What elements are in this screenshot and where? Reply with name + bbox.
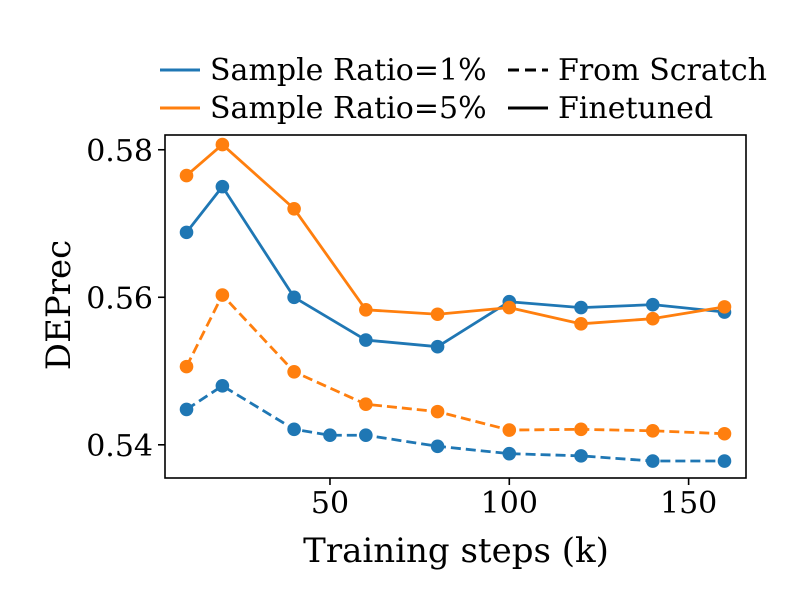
data-point [323,428,337,443]
legend-label: Sample Ratio=5% [210,91,487,126]
data-point [717,426,732,441]
data-point [574,300,588,315]
plot-frame [164,134,747,479]
data-point [645,454,660,468]
series-line [185,185,725,349]
x-tick-label: 150 [660,486,717,521]
data-point [215,179,230,194]
legend: Sample Ratio=1% From Scratch Sample Ratio=… [160,53,767,126]
series-lines [185,143,725,463]
data-point [645,297,660,312]
y-axis-title: DEPrec [39,240,79,370]
data-point [645,311,660,326]
series-line [185,143,725,326]
data-point [287,201,301,216]
data-point [645,423,660,438]
data-point [430,339,445,354]
data-point [430,404,445,419]
data-point [359,428,373,443]
y-tick-label: 0.58 [86,134,153,169]
axes-group: 50 100 150 0.54 0.56 0.58 [86,134,747,521]
x-axis-title: Training steps (k) [303,531,609,571]
data-point [359,397,373,412]
data-point [502,423,517,437]
data-point [502,300,517,315]
y-tick-label: 0.54 [86,429,153,464]
data-point [359,303,373,317]
data-point [717,454,732,468]
data-point [179,168,194,183]
legend-label: Sample Ratio=1% [210,53,487,88]
data-point [179,402,194,417]
x-tick-label: 100 [481,486,538,521]
data-point [574,422,588,437]
series-line [185,384,725,463]
data-point [574,449,588,463]
data-point [359,333,373,347]
legend-label: From Scratch [558,53,767,88]
data-point [430,439,445,454]
data-point [215,288,230,302]
data-point [574,317,588,331]
data-point [287,364,301,379]
legend-label: Finetuned [558,91,713,126]
series-markers [179,137,732,468]
data-point [215,378,230,393]
data-point [287,290,301,305]
data-point [287,422,301,437]
x-tick-label: 50 [311,486,349,521]
data-point [717,300,732,314]
data-point [430,307,445,322]
data-point [215,137,230,152]
data-point [179,359,194,374]
data-point [502,446,517,461]
y-tick-label: 0.56 [86,281,153,316]
data-point [179,225,194,240]
